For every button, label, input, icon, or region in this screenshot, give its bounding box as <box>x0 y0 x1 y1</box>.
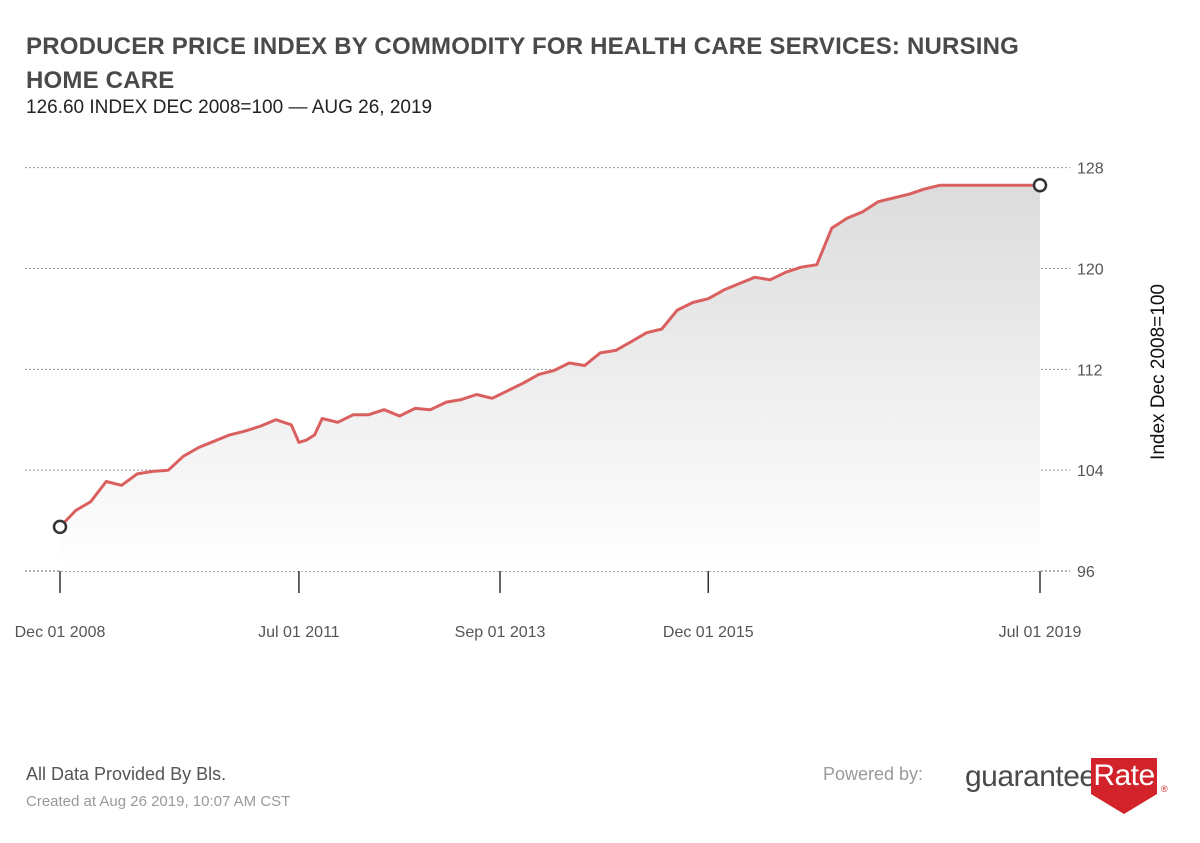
series-line <box>58 183 1040 528</box>
y-tick-label: 96 <box>1077 564 1095 581</box>
series-area <box>60 185 1040 572</box>
x-tick-label: Jul 01 2011 <box>258 624 340 641</box>
y-tick-label: 112 <box>1077 362 1103 379</box>
logo-arrow-icon <box>1091 794 1157 814</box>
x-tick-label: Dec 01 2008 <box>15 624 106 641</box>
logo-registered-mark: ® <box>1161 784 1168 794</box>
y-tick-label: 128 <box>1077 161 1104 178</box>
y-tick-label: 120 <box>1077 261 1104 278</box>
x-tick-label: Dec 01 2015 <box>663 624 754 641</box>
y-axis-label: Index Dec 2008=100 <box>1148 284 1169 460</box>
logo-word: guaranteed <box>965 760 1112 793</box>
chart-subtitle: 126.60 INDEX DEC 2008=100 — AUG 26, 2019 <box>26 97 433 118</box>
x-tick-label: Jul 01 2019 <box>999 624 1082 641</box>
guaranteed-rate-logo[interactable]: guaranteed Rate ® <box>965 758 1175 818</box>
last-point-marker[interactable] <box>1032 178 1048 193</box>
data-source: All Data Provided By Bls. <box>26 764 227 784</box>
end-markers <box>52 178 1048 535</box>
first-point-marker[interactable] <box>52 519 68 535</box>
created-timestamp: Created at Aug 26 2019, 10:07 AM CST <box>26 793 291 810</box>
powered-by-label: Powered by: <box>823 764 924 784</box>
x-axis: Dec 01 2008 Jul 01 2011 Sep 01 2013 Dec 01 … <box>15 571 1082 641</box>
y-axis-tick-labels: 96 104 112 120 128 <box>1077 161 1104 581</box>
chart-title: PRODUCER PRICE INDEX BY COMMODITY FOR HE… <box>26 33 1020 94</box>
logo-rate-box: Rate <box>1091 758 1157 794</box>
y-tick-label: 104 <box>1077 463 1104 480</box>
x-tick-label: Sep 01 2013 <box>455 624 546 641</box>
